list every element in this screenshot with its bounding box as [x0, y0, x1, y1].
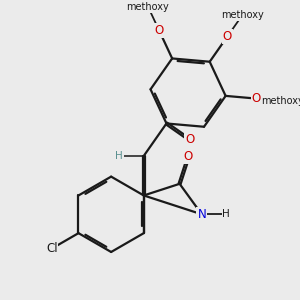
Text: O: O: [154, 24, 164, 37]
Text: O: O: [223, 30, 232, 43]
Text: N: N: [197, 208, 206, 221]
Text: O: O: [185, 133, 194, 146]
Text: methoxy: methoxy: [127, 2, 169, 11]
Text: O: O: [184, 150, 193, 164]
Text: O: O: [252, 92, 261, 105]
Text: H: H: [222, 209, 230, 219]
Text: methoxy: methoxy: [261, 96, 300, 106]
Text: H: H: [116, 151, 123, 161]
Text: methoxy: methoxy: [221, 10, 264, 20]
Text: Cl: Cl: [46, 242, 58, 255]
